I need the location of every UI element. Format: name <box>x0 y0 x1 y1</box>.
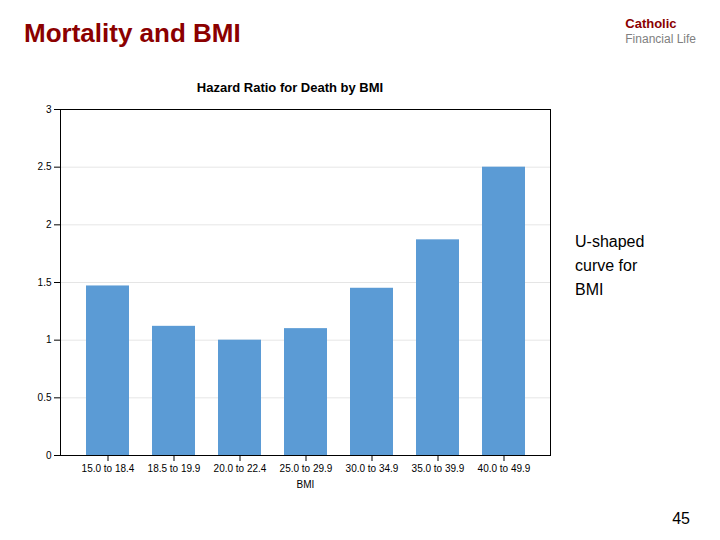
html-text:Financial Life: Financial Life <box>625 31 696 46</box>
html-text:U-shaped curve for BMI: U-shaped curve for BMI <box>575 233 645 298</box>
svg-text:1.5: 1.5 <box>38 277 52 288</box>
html-text:Hazard Ratio for Death by BMI: Hazard Ratio for Death by BMI <box>196 80 384 95</box>
svg-text:40.0 to 49.9: 40.0 to 49.9 <box>478 463 531 474</box>
html-text:45: 45 <box>672 510 690 527</box>
svg-text:2.5: 2.5 <box>38 161 52 172</box>
svg-text:0.5: 0.5 <box>38 392 52 403</box>
svg-text:0: 0 <box>46 450 52 461</box>
svg-text:BMI: BMI <box>297 479 315 490</box>
svg-text:15.0 to 18.4: 15.0 to 18.4 <box>82 463 135 474</box>
svg-text:25.0 to 29.9: 25.0 to 29.9 <box>280 463 333 474</box>
svg-text:3: 3 <box>46 104 52 115</box>
svg-text:35.0 to 39.9: 35.0 to 39.9 <box>412 463 465 474</box>
svg-text:1: 1 <box>46 334 52 345</box>
svg-text:30.0 to 34.9: 30.0 to 34.9 <box>346 463 399 474</box>
svg-text:18.5 to 19.9: 18.5 to 19.9 <box>148 463 201 474</box>
html-text:Catholic: Catholic <box>625 16 677 31</box>
html-text:Mortality and BMI: Mortality and BMI <box>24 18 241 48</box>
svg-text:2: 2 <box>46 219 52 230</box>
svg-text:20.0 to 22.4: 20.0 to 22.4 <box>214 463 267 474</box>
